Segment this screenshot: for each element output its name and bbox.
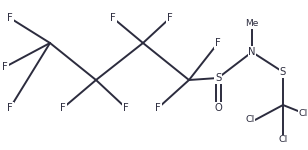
Text: O: O <box>214 103 222 113</box>
Text: F: F <box>7 103 13 113</box>
Text: Cl: Cl <box>278 135 288 144</box>
Text: S: S <box>280 67 286 77</box>
Text: Me: Me <box>245 20 259 28</box>
Text: F: F <box>215 38 221 48</box>
Text: F: F <box>110 13 116 23</box>
Text: Cl: Cl <box>298 110 308 118</box>
Text: F: F <box>60 103 66 113</box>
Text: N: N <box>248 47 256 57</box>
Text: F: F <box>123 103 129 113</box>
Text: F: F <box>155 103 161 113</box>
Text: F: F <box>2 62 8 72</box>
Text: Cl: Cl <box>245 116 255 124</box>
Text: F: F <box>167 13 173 23</box>
Text: F: F <box>7 13 13 23</box>
Text: S: S <box>215 73 221 83</box>
